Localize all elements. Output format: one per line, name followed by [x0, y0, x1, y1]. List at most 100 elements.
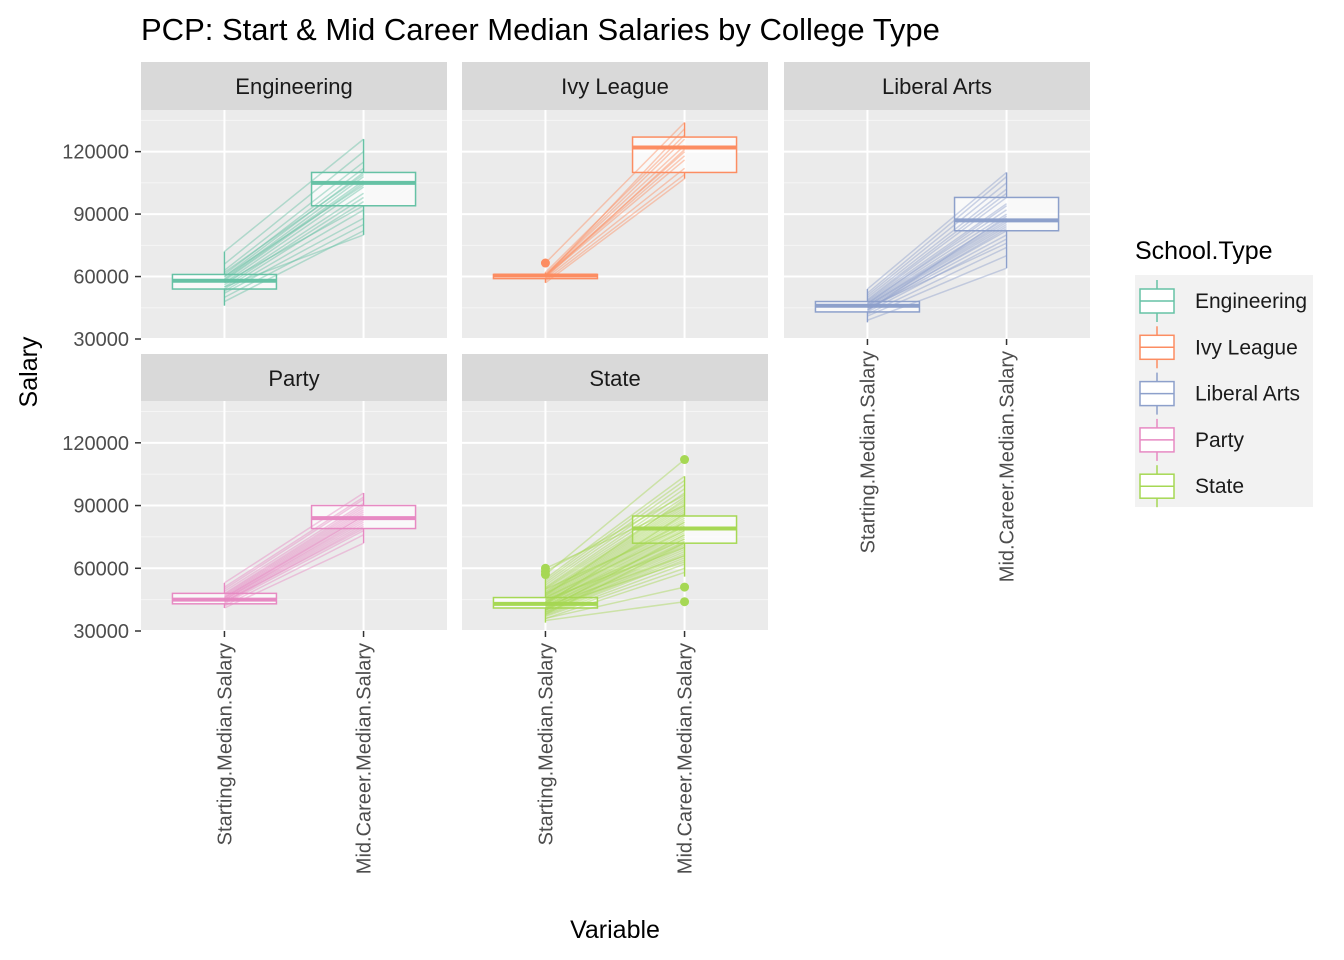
y-axis-title: Salary: [15, 336, 43, 407]
boxplot: [492, 563, 599, 623]
legend-label: State: [1195, 475, 1244, 498]
pcp-line: [224, 509, 364, 597]
boxplot: [953, 172, 1060, 269]
pcp-line: [545, 557, 685, 614]
pcp-line: [545, 550, 685, 612]
legend-label: Engineering: [1195, 290, 1307, 313]
x-tick-label: Starting.Median.Salary: [214, 643, 236, 845]
boxplot-box: [631, 136, 738, 174]
legend-title: School.Type: [1135, 237, 1273, 265]
outlier-point: [540, 563, 550, 573]
pcp-line: [224, 517, 364, 601]
pcp-line: [866, 188, 1008, 298]
pcp-line: [544, 458, 686, 576]
pcp-line: [545, 521, 685, 595]
outlier-point: [680, 582, 690, 592]
boxplot: [631, 455, 738, 607]
pcp-line: [867, 205, 1007, 305]
pcp-line: [224, 498, 364, 590]
facet-panel: Liberal Arts: [784, 62, 1090, 340]
pcp-line: [224, 200, 364, 290]
pcp-line: [545, 517, 685, 600]
facet-panel: Party: [141, 354, 447, 632]
pcp-line: [545, 498, 685, 597]
pcp-line: [224, 513, 364, 599]
pcp-line: [545, 552, 685, 613]
pcp-line: [867, 215, 1007, 312]
pcp-line: [545, 513, 685, 598]
outlier-point: [540, 258, 550, 268]
pcp-line: [224, 209, 364, 292]
y-tick-label: 90000: [73, 496, 129, 518]
pcp-line: [545, 496, 685, 589]
pcp-line: [224, 186, 364, 284]
pcp-line: [544, 138, 686, 276]
pcp-lines: [544, 458, 686, 622]
pcp-line: [544, 173, 686, 282]
pcp-line: [545, 529, 685, 605]
facet-panels: Engineering Ivy League Liberal Arts Party St…: [141, 62, 1090, 632]
chart-title: PCP: Start & Mid Career Median Salaries …: [141, 12, 940, 47]
pcp-line: [223, 167, 365, 276]
pcp-line: [867, 221, 1007, 307]
pcp-line: [545, 555, 685, 613]
pcp-line: [867, 213, 1007, 305]
outlier-point: [680, 597, 690, 607]
pcp-line: [545, 538, 685, 607]
pcp-line: [867, 223, 1007, 308]
pcp-line: [545, 515, 685, 599]
pcp-line: [545, 571, 685, 620]
pcp-line: [224, 492, 364, 584]
pcp-line: [544, 151, 686, 277]
pcp-line: [224, 196, 364, 288]
pcp-line: [544, 128, 686, 278]
legend-item: State: [1139, 465, 1244, 508]
pcp-line: [545, 500, 685, 590]
pcp-line: [545, 548, 685, 611]
pcp-line: [867, 267, 1007, 321]
pcp-lines: [223, 138, 365, 303]
pcp-line: [224, 507, 364, 596]
pcp-line: [545, 567, 685, 618]
pcp-line: [224, 511, 364, 598]
pcp-line: [224, 182, 364, 282]
facet-strip: [462, 354, 768, 402]
pcp-line: [224, 230, 364, 303]
facet-strip: [784, 62, 1090, 110]
pcp-line: [544, 134, 686, 273]
pcp-line: [224, 523, 364, 603]
pcp-line: [224, 515, 364, 600]
legend-item: Party: [1139, 418, 1245, 461]
x-tick-label: Starting.Median.Salary: [535, 643, 557, 845]
pcp-line: [544, 149, 686, 279]
pcp-line: [545, 542, 685, 615]
pcp-line: [545, 534, 685, 611]
pcp-line: [545, 540, 685, 608]
pcp-line: [224, 519, 364, 601]
pcp-line: [224, 521, 364, 602]
facet-strip-label: Liberal Arts: [882, 74, 992, 99]
pcp-line: [866, 182, 1008, 296]
pcp-line: [545, 484, 685, 584]
pcp-line: [545, 534, 685, 606]
pcp-line: [545, 492, 685, 588]
pcp-line: [867, 234, 1007, 311]
pcp-line: [867, 238, 1007, 313]
y-tick-label: 30000: [73, 329, 129, 351]
pcp-line: [224, 529, 364, 605]
pcp-line: [545, 506, 685, 595]
pcp-line: [545, 561, 685, 609]
facet-strip-label: Party: [268, 366, 319, 391]
pcp-line: [544, 178, 686, 284]
facet-strip-label: State: [589, 366, 640, 391]
x-tick-label: Mid.Career.Median.Salary: [354, 643, 376, 874]
pcp-line: [224, 184, 364, 278]
pcp-line: [545, 544, 685, 610]
y-tick-label: 60000: [73, 267, 129, 289]
pcp-line: [545, 479, 685, 582]
pcp-line: [545, 586, 685, 620]
pcp-line: [545, 529, 685, 599]
facet-strip: [141, 62, 447, 110]
facet-panel: Engineering: [141, 62, 447, 340]
y-tick-label: 90000: [73, 204, 129, 226]
